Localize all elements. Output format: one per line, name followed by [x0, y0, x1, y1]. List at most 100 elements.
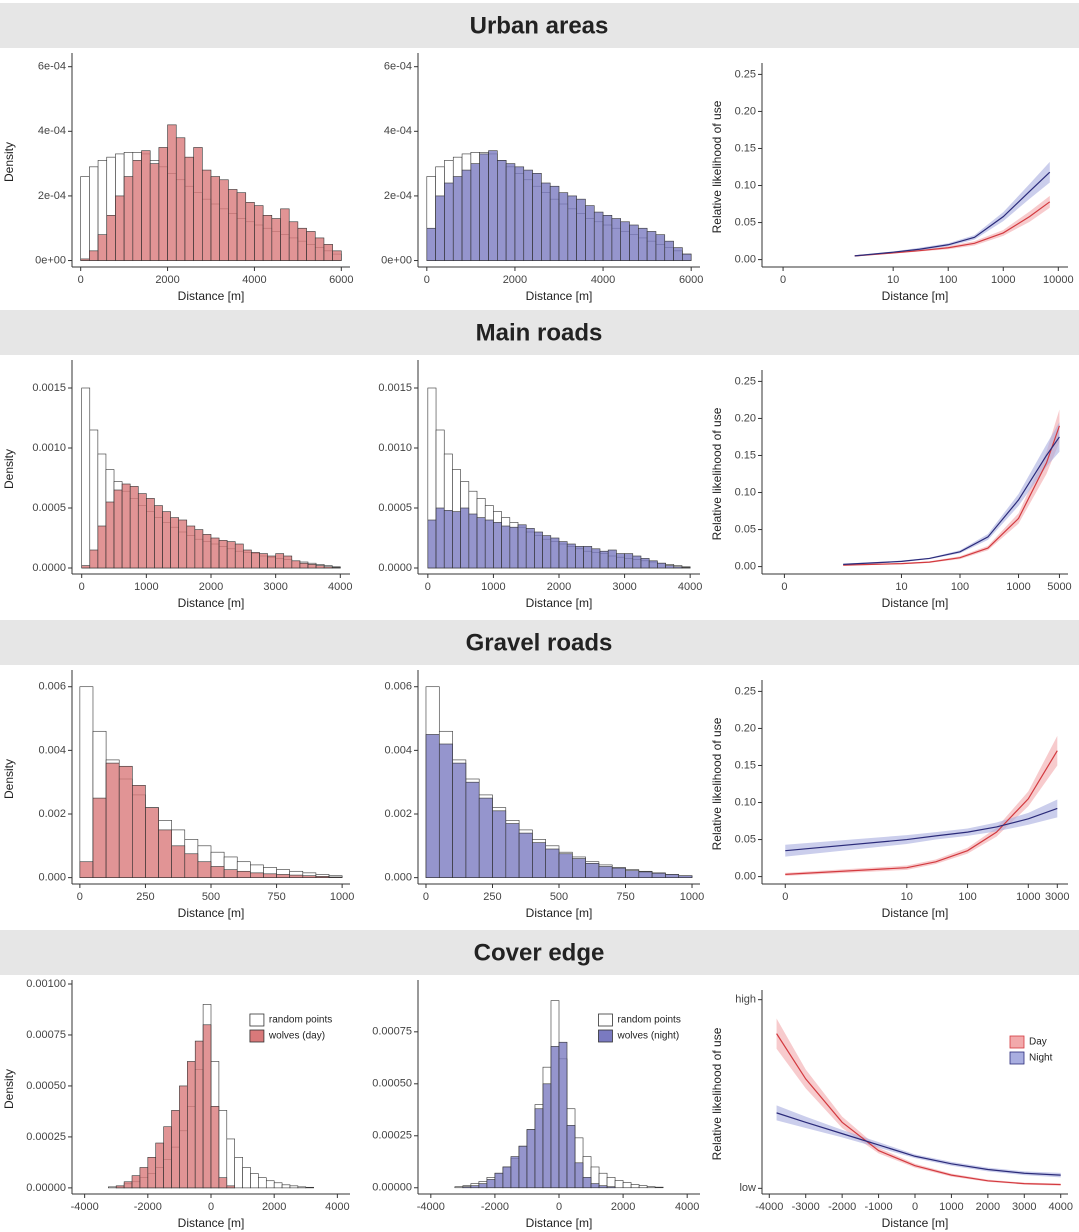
histogram-bar — [425, 734, 440, 878]
y-tick-label: 0.20 — [735, 412, 756, 424]
histogram-bar — [145, 807, 159, 878]
section-band — [0, 930, 1079, 975]
y-axis-label: Relative likelihood of use — [710, 717, 724, 850]
x-axis-label: Distance [m] — [526, 596, 593, 610]
histogram-bar — [470, 1185, 480, 1189]
histogram-bar — [638, 871, 653, 878]
y-tick-label: 0.05 — [735, 216, 756, 228]
histogram-bar — [526, 1129, 536, 1189]
histogram-bar — [558, 853, 573, 878]
histogram-bar — [242, 1167, 251, 1189]
histogram-bar — [210, 176, 220, 261]
x-tick-label: 6000 — [329, 274, 353, 286]
histogram-bar — [534, 1108, 544, 1189]
histogram-bar — [505, 163, 516, 261]
y-tick-label: 4e-04 — [384, 125, 412, 137]
histogram-bar — [673, 566, 683, 569]
y-tick-label: 0.006 — [38, 681, 66, 693]
histogram-bar — [170, 517, 179, 569]
histogram-bar — [262, 215, 273, 261]
y-axis-label: Density — [2, 142, 16, 182]
x-tick-label: 0 — [424, 274, 430, 286]
y-tick-label: 0.0010 — [378, 442, 412, 454]
histogram-bar — [131, 1175, 141, 1189]
x-tick-label: 0 — [423, 891, 429, 903]
histogram-bar — [488, 150, 498, 261]
y-tick-label: 0.25 — [735, 68, 756, 80]
histogram-bar — [665, 565, 675, 569]
histogram-bar — [585, 205, 595, 261]
x-tick-label: 4000 — [591, 274, 615, 286]
histogram-bar — [263, 873, 277, 878]
y-tick-label: 0.004 — [38, 744, 66, 756]
histogram-bar — [517, 524, 527, 569]
histogram-bar — [616, 553, 625, 569]
histogram-bar — [523, 169, 533, 261]
histogram-bar — [655, 234, 666, 261]
histogram-bar — [468, 513, 478, 569]
x-tick-label: -4000 — [755, 1201, 783, 1213]
x-tick-label: 2000 — [503, 274, 527, 286]
histogram-bar — [223, 869, 238, 878]
confidence-band — [854, 195, 1050, 257]
y-tick-label: 0e+00 — [35, 254, 66, 266]
histogram-bar — [646, 231, 657, 261]
histogram-bar — [622, 1182, 632, 1189]
histogram-bar — [234, 1157, 243, 1189]
x-axis-label: Distance [m] — [882, 289, 949, 303]
y-tick-label: 0.00075 — [26, 1029, 66, 1041]
histogram-bar — [632, 555, 642, 569]
histogram-bar — [79, 686, 94, 878]
histogram-bar — [630, 1184, 640, 1189]
y-tick-label: 0.25 — [735, 685, 756, 697]
histogram-bar — [582, 1177, 592, 1189]
histogram-bar — [194, 1040, 204, 1189]
x-tick-label: 0 — [77, 891, 83, 903]
histogram-bar — [494, 1172, 504, 1189]
histogram-bar — [465, 781, 480, 878]
x-tick-label: 2000 — [199, 581, 223, 593]
histogram-bar — [682, 253, 692, 261]
x-tick-label: 6000 — [679, 274, 703, 286]
histogram-bar — [155, 1142, 164, 1189]
x-tick-label: 0 — [208, 1201, 214, 1213]
legend-label: wolves (night) — [616, 1031, 679, 1042]
histogram-bar — [315, 876, 330, 878]
x-tick-label: 0 — [781, 581, 787, 593]
histogram-bar — [121, 483, 131, 569]
line — [776, 1033, 1061, 1186]
x-tick-label: 0 — [79, 581, 85, 593]
section-band — [0, 620, 1079, 665]
histogram-bar — [118, 765, 133, 878]
y-tick-label: 0.15 — [735, 759, 756, 771]
line — [785, 750, 1058, 875]
y-axis-label: Relative likelihood of use — [710, 1027, 724, 1160]
histogram-bar — [228, 189, 238, 261]
y-tick-label: 0.15 — [735, 449, 756, 461]
histogram-bar — [163, 1126, 172, 1189]
histogram-bar — [218, 1177, 228, 1189]
y-tick-label: 0.10 — [735, 179, 756, 191]
histogram-bar — [210, 866, 225, 878]
histogram-bar — [146, 498, 155, 569]
histogram-bar — [149, 163, 160, 261]
histogram-bar — [250, 1173, 259, 1189]
histogram-bar — [194, 529, 204, 569]
line — [843, 425, 1061, 566]
x-tick-label: 500 — [202, 891, 220, 903]
histogram-bar — [620, 221, 630, 261]
histogram-bar — [590, 1183, 600, 1189]
x-tick-label: 3000 — [263, 581, 287, 593]
histogram-bar — [606, 1186, 616, 1189]
x-tick-label: -2000 — [134, 1201, 162, 1213]
histogram-bar — [226, 1138, 235, 1189]
y-tick-label: 0.05 — [735, 523, 756, 535]
x-axis-label: Distance [m] — [178, 1216, 245, 1230]
histogram-bar — [549, 185, 560, 261]
x-tick-label: 0 — [425, 581, 431, 593]
histogram-bar — [123, 176, 134, 261]
histogram-bar — [81, 387, 91, 569]
histogram-bar — [444, 182, 454, 261]
x-tick-label: 3000 — [612, 581, 636, 593]
